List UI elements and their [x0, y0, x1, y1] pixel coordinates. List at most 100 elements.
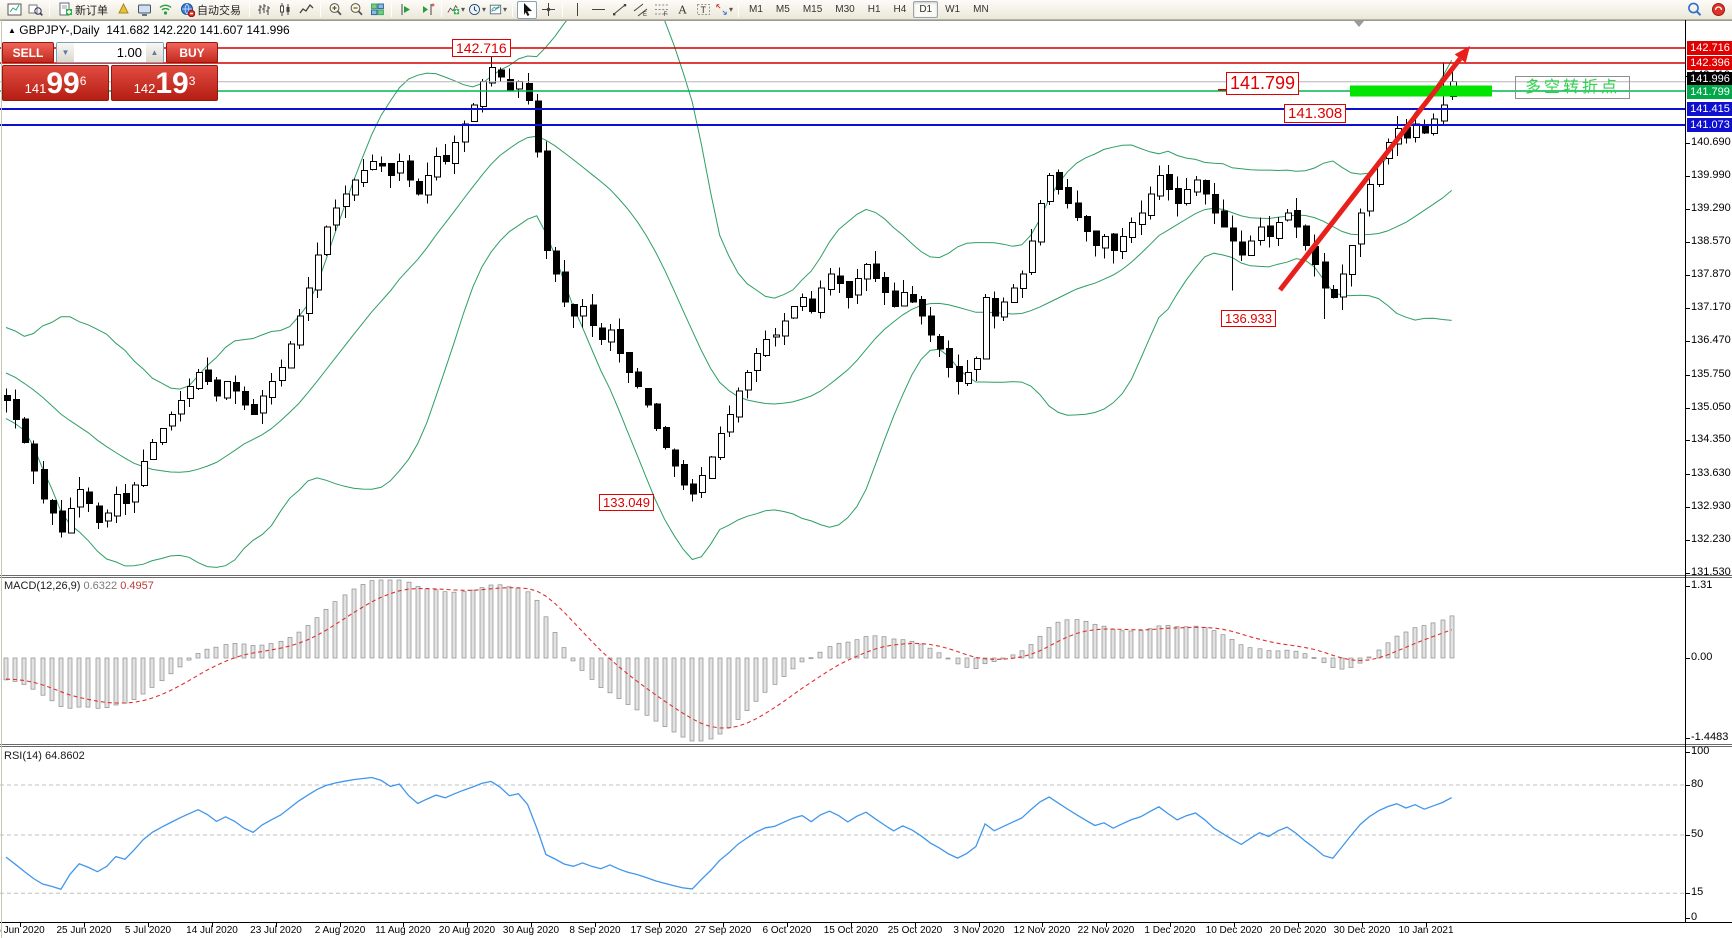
arrows-button[interactable]: ▾ [714, 1, 734, 19]
timeframe-m1-button[interactable]: M1 [749, 4, 763, 15]
date-label[interactable]: 22 Nov 2020 [1077, 925, 1135, 936]
signals-button[interactable] [155, 1, 175, 19]
price-tick: 132.230 [1691, 533, 1731, 545]
date-label[interactable]: 10 Jan 2021 [1398, 925, 1454, 936]
symbol-period-label: GBPJPY-,Daily [19, 23, 100, 37]
volume-spinner[interactable]: ▼ 1.00 ▲ [56, 42, 164, 63]
label-tool-button[interactable]: T [693, 1, 713, 19]
sell-price[interactable]: 141 99 6 [2, 65, 109, 101]
price-label-box[interactable]: 136.933 [1221, 310, 1276, 327]
templates-button[interactable]: ▾ [488, 1, 508, 19]
new-chart-icon [7, 3, 21, 16]
date-label[interactable]: 2 Aug 2020 [314, 925, 366, 936]
notifications-button[interactable] [1708, 1, 1728, 19]
sell-button[interactable]: SELL [2, 42, 54, 63]
green-highlight-bar[interactable] [1350, 85, 1492, 97]
date-label[interactable]: 6 Oct 2020 [762, 925, 812, 936]
date-label[interactable]: 8 Sep 2020 [569, 925, 621, 936]
svg-text:F: F [663, 12, 667, 17]
timeframe-m15-button[interactable]: M15 [802, 4, 823, 15]
volume-down-button[interactable]: ▼ [57, 43, 74, 62]
chart-shift-marker-icon[interactable] [1354, 21, 1364, 27]
terminal-button[interactable] [134, 1, 154, 19]
dropdown-caret-icon[interactable]: ▾ [728, 5, 733, 14]
channel-button[interactable]: E [630, 1, 650, 19]
new-chart-button[interactable] [4, 1, 24, 19]
price-tick: 132.930 [1691, 500, 1731, 512]
date-label[interactable]: 11 Aug 2020 [375, 925, 431, 936]
price-label-box[interactable]: 141.799 [1226, 72, 1300, 95]
date-label[interactable]: 25 Jun 2020 [56, 925, 112, 936]
auto-trading-button[interactable]: 自动交易 [176, 1, 245, 19]
timeframe-m5-button[interactable]: M5 [775, 4, 790, 15]
text-tool-button[interactable]: A [672, 1, 692, 19]
svg-text:A: A [677, 4, 687, 17]
volume-value[interactable]: 1.00 [116, 45, 142, 60]
date-label[interactable]: 30 Dec 2020 [1333, 925, 1391, 936]
date-label[interactable]: 20 Aug 2020 [438, 925, 496, 936]
dropdown-caret-icon[interactable]: ▾ [502, 5, 507, 14]
hline-icon [591, 9, 605, 10]
dropdown-caret-icon[interactable]: ▾ [481, 5, 486, 14]
trend-arrow[interactable] [1278, 57, 1463, 292]
templates-icon [489, 4, 502, 15]
date-label[interactable]: 1 Dec 2020 [1144, 925, 1196, 936]
zoom-in-button[interactable] [325, 1, 345, 19]
timeframe-mn-button[interactable]: MN [973, 4, 989, 15]
macd-signal-line [5, 587, 1452, 729]
line-chart-button[interactable] [296, 1, 316, 19]
market-watch-button[interactable] [113, 1, 133, 19]
price-label-box[interactable]: 142.716 [452, 39, 511, 57]
date-label[interactable]: 20 Dec 2020 [1269, 925, 1327, 936]
price-label-box[interactable]: 141.308 [1284, 104, 1347, 123]
shift-end-button[interactable] [396, 1, 416, 19]
date-label[interactable]: 3 Nov 2020 [953, 925, 1005, 936]
price-badge: 141.073 [1687, 118, 1732, 132]
timeframe-h4-button[interactable]: H4 [893, 4, 907, 15]
shift-step-button[interactable] [417, 1, 437, 19]
timeframe-m30-button[interactable]: M30 [835, 4, 855, 15]
vline-button[interactable] [567, 1, 587, 19]
alert-icon [1711, 3, 1725, 16]
trendline-button[interactable] [609, 1, 629, 19]
dropdown-caret-icon[interactable]: ▾ [460, 5, 465, 14]
date-label[interactable]: 27 Sep 2020 [694, 925, 752, 936]
buy-price[interactable]: 142 19 3 [111, 65, 218, 101]
hline-button[interactable] [588, 1, 608, 19]
date-label[interactable]: 5 Jul 2020 [124, 925, 172, 936]
zoom-out-button[interactable] [346, 1, 366, 19]
date-label[interactable]: 23 Jul 2020 [250, 925, 302, 936]
timeframe-d1-button[interactable]: D1 [913, 1, 939, 18]
line-chart-icon [298, 3, 313, 14]
periods-button[interactable]: ▾ [467, 1, 487, 19]
date-label[interactable]: 15 Oct 2020 [823, 925, 879, 936]
timeframe-w1-button[interactable]: W1 [945, 4, 961, 15]
candles[interactable] [4, 48, 1457, 538]
bull-bear-turning-point-note[interactable]: 多空转折点 [1515, 76, 1630, 99]
date-label[interactable]: 6 Jun 2020 [0, 925, 45, 936]
date-label[interactable]: 25 Oct 2020 [887, 925, 943, 936]
timeframe-h1-button[interactable]: H1 [867, 4, 881, 15]
date-label[interactable]: 17 Sep 2020 [630, 925, 688, 936]
new-order-button[interactable]: 新订单 [54, 1, 112, 19]
date-label[interactable]: 10 Dec 2020 [1205, 925, 1263, 936]
buy-button[interactable]: BUY [166, 42, 218, 63]
crosshair-button[interactable] [538, 1, 558, 19]
date-label[interactable]: 12 Nov 2020 [1013, 925, 1071, 936]
search-button[interactable] [1684, 1, 1704, 19]
bars-chart-button[interactable] [254, 1, 274, 19]
date-label[interactable]: 14 Jul 2020 [186, 925, 238, 936]
cursor-button[interactable] [517, 0, 537, 19]
date-label[interactable]: 30 Aug 2020 [502, 925, 560, 936]
tile-windows-button[interactable] [367, 1, 387, 19]
symbol-collapse-icon[interactable]: ▲ [8, 26, 16, 35]
toolbar-separator [391, 2, 392, 17]
fibo-button[interactable]: F [651, 1, 671, 19]
toolbar-separator [441, 2, 442, 17]
volume-up-button[interactable]: ▲ [146, 43, 163, 62]
indicators-button[interactable]: ▾ [446, 1, 466, 19]
candles-chart-button[interactable] [275, 1, 295, 19]
profiles-button[interactable] [25, 1, 45, 19]
price-label-box[interactable]: 133.049 [599, 494, 654, 511]
